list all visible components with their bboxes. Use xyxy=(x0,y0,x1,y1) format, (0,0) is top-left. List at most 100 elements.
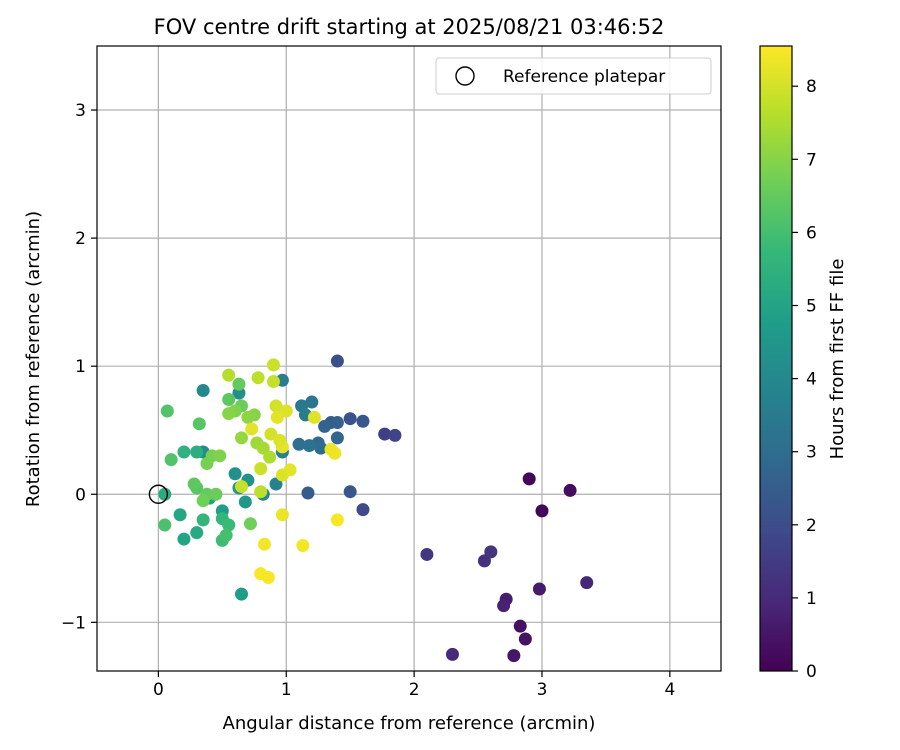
colorbar-tick-label: 1 xyxy=(806,589,817,609)
x-axis-ticks: 0 1 2 3 4 xyxy=(153,671,675,700)
data-point xyxy=(269,399,283,413)
data-point xyxy=(522,472,536,486)
data-point xyxy=(343,485,357,499)
y-tick-label: 0 xyxy=(75,485,86,505)
data-point xyxy=(328,446,342,460)
data-point xyxy=(222,368,236,382)
y-tick-label: 1 xyxy=(75,357,86,377)
data-point xyxy=(158,518,172,532)
data-point xyxy=(258,537,272,551)
data-point xyxy=(222,518,236,532)
reference-marker xyxy=(148,484,169,504)
data-point xyxy=(275,508,289,522)
data-point xyxy=(318,419,332,433)
data-point xyxy=(343,412,357,426)
data-point xyxy=(196,384,210,398)
x-tick-label: 0 xyxy=(153,680,164,700)
data-point xyxy=(302,439,316,453)
data-point xyxy=(269,477,283,491)
colorbar-tick-label: 5 xyxy=(806,297,817,317)
data-point xyxy=(307,410,321,424)
x-tick-label: 4 xyxy=(664,680,675,700)
data-point xyxy=(445,647,459,661)
x-tick-label: 3 xyxy=(537,680,548,700)
data-point xyxy=(243,517,257,531)
colorbar-tick-label: 7 xyxy=(806,150,817,170)
y-axis-ticks: −1 0 1 2 3 xyxy=(61,101,97,633)
data-point xyxy=(563,483,577,497)
data-point xyxy=(190,526,204,540)
data-point xyxy=(356,503,370,517)
colorbar-tick-label: 4 xyxy=(806,370,817,390)
data-point xyxy=(279,404,293,418)
data-point xyxy=(484,545,498,559)
y-tick-label: 3 xyxy=(75,101,86,121)
data-point xyxy=(254,485,268,499)
data-point xyxy=(356,414,370,428)
data-point xyxy=(173,508,187,522)
colorbar-tick-label: 2 xyxy=(806,516,817,536)
colorbar-ticks: 0 1 2 3 4 5 6 7 8 xyxy=(792,77,817,682)
data-point xyxy=(232,386,246,400)
data-point xyxy=(330,354,344,368)
data-point xyxy=(283,463,297,477)
data-point xyxy=(532,582,546,596)
data-point xyxy=(238,495,252,509)
data-point xyxy=(378,427,392,441)
data-point xyxy=(266,375,280,389)
colorbar xyxy=(759,45,793,672)
data-point xyxy=(187,477,201,491)
colorbar-label: Hours from first FF file xyxy=(827,259,848,460)
data-point xyxy=(232,377,246,391)
data-point xyxy=(266,358,280,372)
x-tick-label: 1 xyxy=(281,680,292,700)
data-point xyxy=(245,422,259,436)
y-tick-label: −1 xyxy=(61,613,86,633)
data-point xyxy=(177,445,191,459)
x-axis-label: Angular distance from reference (arcmin) xyxy=(223,713,596,734)
data-point xyxy=(580,576,594,590)
data-point xyxy=(234,587,248,601)
colorbar-tick-label: 8 xyxy=(806,77,817,97)
data-point xyxy=(200,457,214,471)
data-point xyxy=(228,467,242,481)
colorbar-tick-label: 6 xyxy=(806,223,817,243)
data-point xyxy=(296,538,310,552)
data-point xyxy=(190,445,204,459)
data-point xyxy=(160,404,174,418)
x-tick-label: 2 xyxy=(409,680,420,700)
data-point xyxy=(234,431,248,445)
legend-box xyxy=(435,57,712,95)
data-points xyxy=(158,354,594,663)
data-point xyxy=(222,407,236,421)
data-point xyxy=(263,450,277,464)
data-point xyxy=(164,453,178,467)
data-point xyxy=(241,410,255,424)
y-tick-label: 2 xyxy=(75,229,86,249)
data-point xyxy=(330,416,344,430)
data-point xyxy=(518,632,532,646)
data-point xyxy=(261,571,275,585)
data-point xyxy=(273,433,287,447)
data-point xyxy=(177,532,191,546)
data-point xyxy=(535,504,549,518)
data-point xyxy=(513,619,527,633)
reference-point xyxy=(148,484,169,504)
data-point xyxy=(209,487,223,501)
grid xyxy=(97,46,721,671)
y-axis-label: Rotation from reference (arcmin) xyxy=(23,211,44,507)
data-point xyxy=(264,427,278,441)
data-point xyxy=(507,649,521,663)
data-point xyxy=(192,417,206,431)
legend-entry-label: Reference platepar xyxy=(503,67,665,87)
data-point xyxy=(196,494,210,508)
colorbar-tick-label: 3 xyxy=(806,443,817,463)
data-point xyxy=(256,441,270,455)
data-point xyxy=(420,547,434,561)
data-point xyxy=(219,528,233,542)
data-point xyxy=(254,462,268,476)
legend-marker xyxy=(455,66,475,86)
data-point xyxy=(388,428,402,442)
data-point xyxy=(330,431,344,445)
